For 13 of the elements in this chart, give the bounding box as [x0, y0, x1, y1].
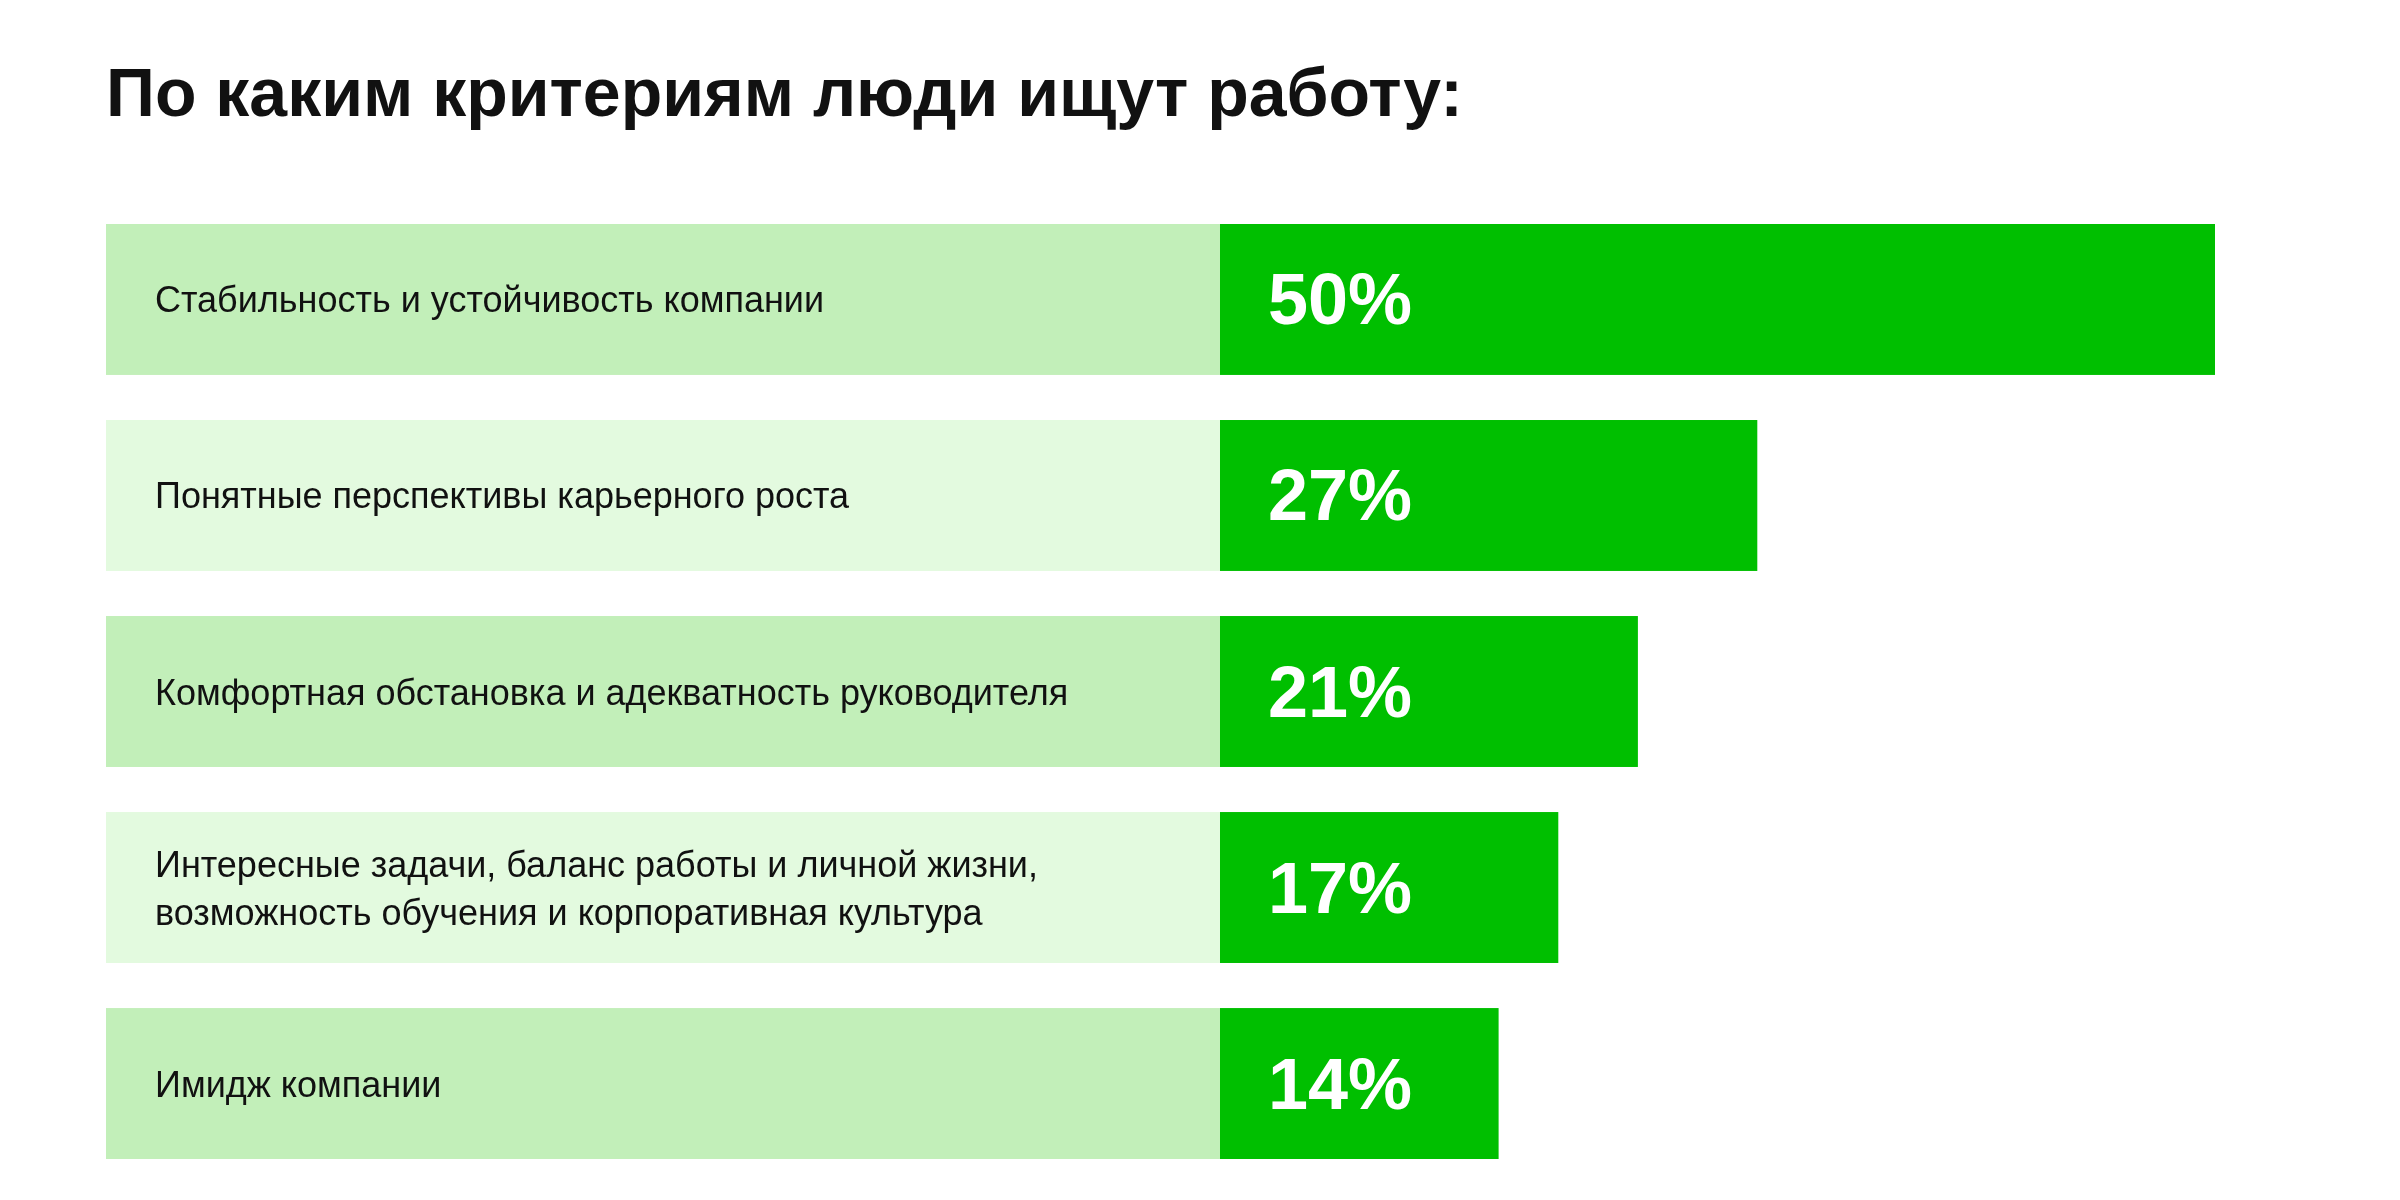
y-tick-label: Интересные задачи, баланс работы и личной жизни, возможность обучения и корпоративная культура	[155, 843, 1038, 933]
data-label: 17%	[1268, 847, 1413, 928]
data-label: 27%	[1268, 455, 1413, 536]
data-label: 50%	[1268, 259, 1413, 340]
data-label: 14%	[1268, 1043, 1413, 1124]
bar	[1220, 812, 1559, 963]
data-label: 21%	[1268, 651, 1413, 732]
bar	[1220, 1008, 1499, 1159]
y-tick-label: Понятные перспективы карьерного роста	[155, 474, 851, 516]
y-tick-label: Стабильность и устойчивость компании	[155, 278, 825, 320]
y-tick-label: Имидж компании	[155, 1063, 442, 1105]
chart-title: По каким критериям люди ищут работу:	[106, 54, 1463, 130]
y-tick-label: Комфортная обстановка и адекватность руководителя	[155, 671, 1069, 712]
